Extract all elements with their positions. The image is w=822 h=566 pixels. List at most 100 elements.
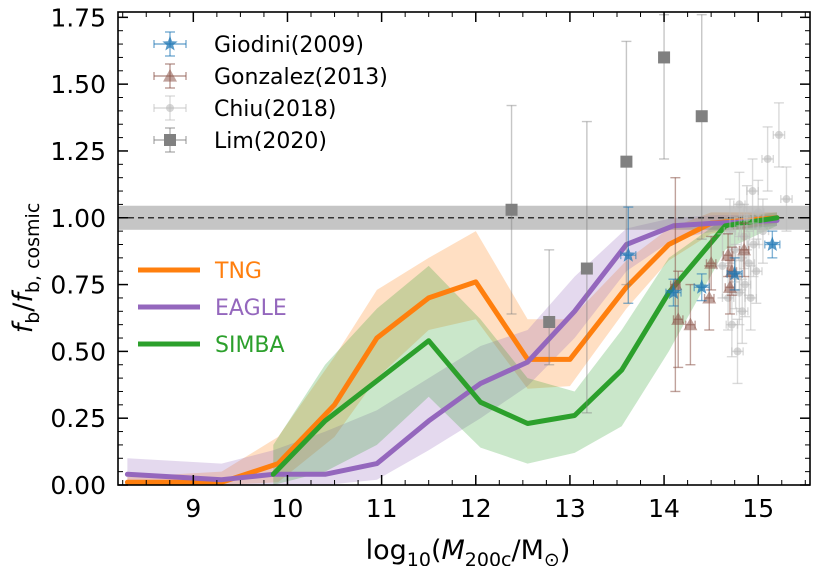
simba-band	[273, 212, 777, 485]
plot-frame	[117, 11, 811, 486]
chiu2018-marker	[754, 208, 763, 217]
tng-legend-label: TNG	[214, 259, 262, 284]
eagle-band	[127, 215, 777, 485]
chiu2018-point	[738, 251, 752, 318]
legend: Giodini(2009) Gonzalez(2013) Chiu(2018) Lim…	[153, 31, 388, 154]
y-tick-label: 0.00	[50, 471, 106, 500]
lim2020-legend-label: Lim(2020)	[214, 129, 327, 154]
lim2020-marker	[543, 315, 556, 328]
observation-points	[505, 13, 793, 414]
chiu2018-marker	[741, 280, 750, 289]
chiu2018-point	[761, 126, 774, 192]
lim2020-legend-marker	[164, 134, 176, 146]
legend-entry: Chiu(2018)	[153, 95, 337, 122]
giodini2009-point	[665, 278, 682, 307]
x-tick-label: 15	[742, 494, 774, 523]
chiu2018-point	[751, 179, 765, 246]
eagle-legend-label: EAGLE	[215, 296, 287, 321]
giodini2009-point	[620, 206, 637, 304]
y-tick-label: 0.50	[50, 337, 106, 366]
lim2020-point	[658, 13, 671, 160]
chiu2018-marker	[774, 130, 783, 139]
giodini2009-point	[764, 230, 781, 259]
model-legend-entry: TNG	[138, 259, 262, 284]
axis-ticks: 9 10 11 12 13 14 15 0.00 0.25 0.50 0.75 1.00 1.25 1.5…	[50, 3, 810, 523]
lim2020-marker	[695, 110, 708, 123]
giodini2009-marker	[620, 247, 636, 262]
gonzalez2013-point	[683, 283, 698, 366]
chiu2018-marker	[738, 307, 747, 316]
giodini2009-marker	[727, 265, 743, 281]
y-tick-label: 1.50	[50, 70, 106, 99]
lim2020-marker	[620, 155, 633, 168]
chiu2018-point	[756, 198, 770, 264]
model-legend: TNG EAGLE SIMBA	[138, 259, 287, 358]
gonzalez2013-legend-label: Gonzalez(2013)	[214, 65, 388, 90]
chiu2018-legend-marker	[166, 104, 174, 112]
lim2020-marker	[580, 262, 593, 275]
gonzalez2013-point	[704, 235, 719, 291]
giodini2009-point	[693, 273, 710, 302]
lim2020-marker	[658, 51, 671, 64]
chiu2018-marker	[748, 187, 757, 196]
tng-band	[127, 212, 777, 485]
chiu2018-marker	[782, 195, 791, 204]
chiu2018-marker	[718, 261, 727, 270]
chiu2018-point	[744, 265, 758, 331]
chiu2018-point	[772, 102, 786, 168]
model-legend-entry: EAGLE	[138, 296, 287, 321]
chiu2018-point	[746, 158, 759, 224]
giodini2009-point	[726, 257, 743, 291]
y-axis-title: fb/fb, cosmic	[8, 203, 44, 334]
chiu2018-point	[780, 166, 793, 232]
x-axis-title: log10(M200c/M⊙)	[366, 535, 571, 566]
legend-entry: Giodini(2009)	[153, 31, 364, 58]
chiu2018-point	[735, 278, 749, 345]
chiu2018-point	[749, 238, 763, 304]
simba-line	[270, 215, 780, 477]
chiu2018-marker	[746, 293, 755, 302]
x-tick-label: 10	[272, 494, 304, 523]
lim2020-point	[695, 13, 708, 240]
chiu2018-marker	[758, 227, 767, 236]
confidence-bands	[127, 212, 777, 485]
y-tick-label: 0.75	[50, 271, 106, 300]
chiu2018-point	[731, 318, 744, 385]
chiu2018-marker	[727, 320, 736, 329]
giodini2009-legend-marker	[162, 36, 178, 51]
giodini2009-marker	[764, 236, 780, 251]
chiu2018-legend-label: Chiu(2018)	[214, 97, 337, 122]
legend-entry: Gonzalez(2013)	[153, 63, 388, 90]
model-lines	[124, 215, 780, 485]
y-tick-label: 1.00	[50, 204, 106, 233]
gonzalez2013-marker	[683, 317, 698, 331]
chiu2018-marker	[742, 213, 751, 222]
giodini2009-legend-label: Giodini(2009)	[214, 33, 364, 58]
x-tick-label: 12	[460, 494, 492, 523]
y-tick-label: 0.25	[50, 404, 106, 433]
giodini2009-marker	[694, 279, 710, 294]
gonzalez2013-marker	[671, 312, 686, 325]
giodini2009-marker	[665, 284, 682, 300]
lim2020-point	[620, 40, 633, 286]
gonzalez2013-point	[737, 222, 752, 278]
lim2020-point	[505, 104, 518, 315]
legend-entry: Lim(2020)	[153, 127, 327, 154]
gonzalez2013-marker	[704, 256, 719, 269]
x-tick-label: 11	[366, 494, 398, 523]
chiu2018-marker	[733, 347, 742, 356]
x-tick-label: 9	[185, 494, 201, 523]
chiu2018-marker	[763, 154, 772, 163]
tng-line	[124, 215, 780, 485]
model-legend-entry: SIMBA	[138, 333, 285, 358]
x-tick-label: 13	[554, 494, 586, 523]
chiu2018-marker	[752, 267, 761, 276]
x-tick-label: 14	[648, 494, 680, 523]
y-tick-label: 1.25	[50, 137, 106, 166]
y-tick-label: 1.75	[50, 3, 106, 32]
gonzalez2013-marker	[737, 242, 752, 256]
simba-legend-label: SIMBA	[215, 333, 285, 358]
lim2020-marker	[505, 203, 518, 216]
gonzalez2013-legend-marker	[163, 69, 177, 82]
